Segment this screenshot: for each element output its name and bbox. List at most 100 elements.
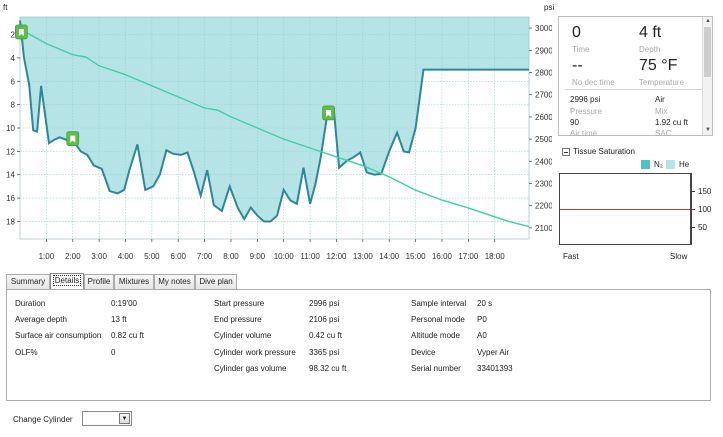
pressure-unit-label: psi: [544, 3, 555, 12]
time-tick-label: 12:00: [326, 252, 347, 261]
time-tick-label: 8:00: [223, 252, 239, 261]
time-tick-label: 7:00: [197, 252, 213, 261]
chevron-down-icon[interactable]: ▼: [119, 413, 130, 424]
slow-label: Slow: [670, 252, 688, 261]
pressure-tick-label: 2800: [535, 69, 552, 78]
change-cylinder-label: Change Cylinder: [13, 415, 73, 424]
event-bookmark-icon: [66, 131, 80, 146]
tab-dive-plan[interactable]: Dive plan: [195, 274, 237, 289]
pressure-tick-label: 2300: [535, 180, 552, 189]
time-tick-label: 10:00: [274, 252, 295, 261]
detail-value: 0.82 cu ft: [111, 331, 144, 340]
pressure-label: Pressure: [570, 107, 603, 116]
tab-mixtures[interactable]: Mixtures: [114, 274, 154, 289]
detail-label: Device: [411, 348, 436, 357]
detail-value: Vyper Air: [477, 348, 510, 357]
tick-100: [691, 209, 695, 210]
n2-legend-label: N₂: [654, 160, 663, 169]
time-tick-label: 18:00: [485, 252, 506, 261]
detail-value: 0: [111, 348, 116, 357]
depth-value: 4 ft: [639, 24, 662, 41]
detail-value: 3365 psi: [309, 348, 340, 357]
tab-details[interactable]: Details: [50, 273, 84, 289]
depth-tick-label: 18: [6, 217, 15, 226]
tick-label-150: 150: [698, 187, 712, 196]
event-marker-glyph: [70, 135, 76, 143]
detail-value: 2996 psi: [309, 299, 340, 308]
sac-value: 1.92 cu ft: [655, 118, 688, 127]
depth-tick-label: 12: [6, 147, 15, 156]
depth-tick-label: 2: [11, 31, 16, 40]
air-time-label: Air time: [570, 129, 598, 138]
depth-tick-label: 14: [6, 171, 15, 180]
saturation-100-line: [560, 209, 690, 210]
detail-value: P0: [477, 315, 487, 324]
pressure-tick-label: 3000: [535, 24, 552, 33]
temperature-value: 75 °F: [639, 57, 678, 74]
tab-summary[interactable]: Summary: [6, 274, 50, 289]
tick-label-50: 50: [698, 223, 707, 232]
time-tick-label: 4:00: [118, 252, 134, 261]
detail-label: Altitude mode: [411, 331, 460, 340]
time-tick-label: 2:00: [65, 252, 81, 261]
detail-value: 33401393: [477, 364, 513, 373]
scroll-up-icon[interactable]: ▲: [705, 18, 711, 24]
pressure-tick-label: 2700: [535, 91, 552, 100]
tissue-saturation-toggle-icon[interactable]: [562, 148, 570, 156]
time-tick-label: 1:00: [39, 252, 55, 261]
time-tick-label: 16:00: [432, 252, 453, 261]
dive-profile-chart[interactable]: 2 4 6 8 10 12 14 16 18 3000 2900 2800 2700 2600 2500 24…: [0, 0, 552, 266]
time-tick-label: 15:00: [406, 252, 427, 261]
pressure-value: 2996 psi: [570, 95, 601, 104]
depth-unit-label: ft: [3, 3, 8, 12]
pressure-tick-label: 2400: [535, 157, 552, 166]
detail-label: Cylinder work pressure: [214, 348, 296, 357]
time-tick-label: 17:00: [458, 252, 479, 261]
tissue-saturation-label: Tissue Saturation: [573, 147, 635, 156]
depth-tick-label: 16: [6, 194, 15, 203]
mix-label: Mix: [655, 107, 668, 116]
pressure-tick-label: 2600: [535, 113, 552, 122]
detail-value: 2106 psi: [309, 315, 340, 324]
time-tick-label: 13:00: [353, 252, 374, 261]
depth-label: Depth: [639, 45, 661, 54]
detail-value: 0.42 cu ft: [309, 331, 342, 340]
depth-tick-label: 6: [11, 77, 16, 86]
detail-label: Surface air consumption: [15, 331, 102, 340]
he-legend-swatch: [666, 160, 675, 169]
air-time-value: 90: [570, 118, 579, 127]
depth-tick-label: 10: [6, 124, 15, 133]
time-tick-label: 3:00: [91, 252, 107, 261]
tick-150: [691, 191, 695, 192]
time-label: Time: [572, 45, 590, 54]
pressure-tick-label: 2100: [535, 224, 552, 233]
pressure-tick-label: 2900: [535, 46, 552, 55]
time-value: 0: [572, 24, 581, 41]
tab-my-notes[interactable]: My notes: [154, 274, 195, 289]
time-tick-label: 5:00: [144, 252, 160, 261]
detail-label: Start pressure: [214, 299, 265, 308]
info-scrollbar[interactable]: ▲ ▼: [702, 17, 712, 135]
pressure-tick-label: 2200: [535, 202, 552, 211]
detail-value: 98.32 cu ft: [309, 364, 347, 373]
scroll-thumb[interactable]: [704, 27, 711, 77]
depth-area: [20, 17, 529, 222]
tab-profile[interactable]: Profile: [84, 274, 114, 289]
n2-legend-swatch: [641, 160, 650, 169]
no-dec-time-value: --: [572, 57, 583, 74]
detail-label: Serial number: [411, 364, 461, 373]
detail-label: Cylinder volume: [214, 331, 272, 340]
scroll-down-icon[interactable]: ▼: [705, 127, 711, 133]
he-legend-label: He: [679, 160, 690, 169]
event-bookmark-icon: [15, 24, 28, 40]
time-tick-label: 9:00: [250, 252, 266, 261]
detail-value: 13 ft: [111, 315, 127, 324]
dive-info-panel: 0 Time 4 ft Depth -- No dec time 75 °F T…: [558, 16, 713, 138]
event-marker-glyph: [326, 109, 332, 117]
depth-profile-line: [19, 20, 529, 223]
pressure-line: [19, 28, 530, 228]
tick-50: [691, 227, 695, 228]
detail-label: Sample interval: [411, 299, 467, 308]
change-cylinder-select[interactable]: ▼: [82, 411, 132, 426]
depth-tick-label: 8: [11, 101, 16, 110]
